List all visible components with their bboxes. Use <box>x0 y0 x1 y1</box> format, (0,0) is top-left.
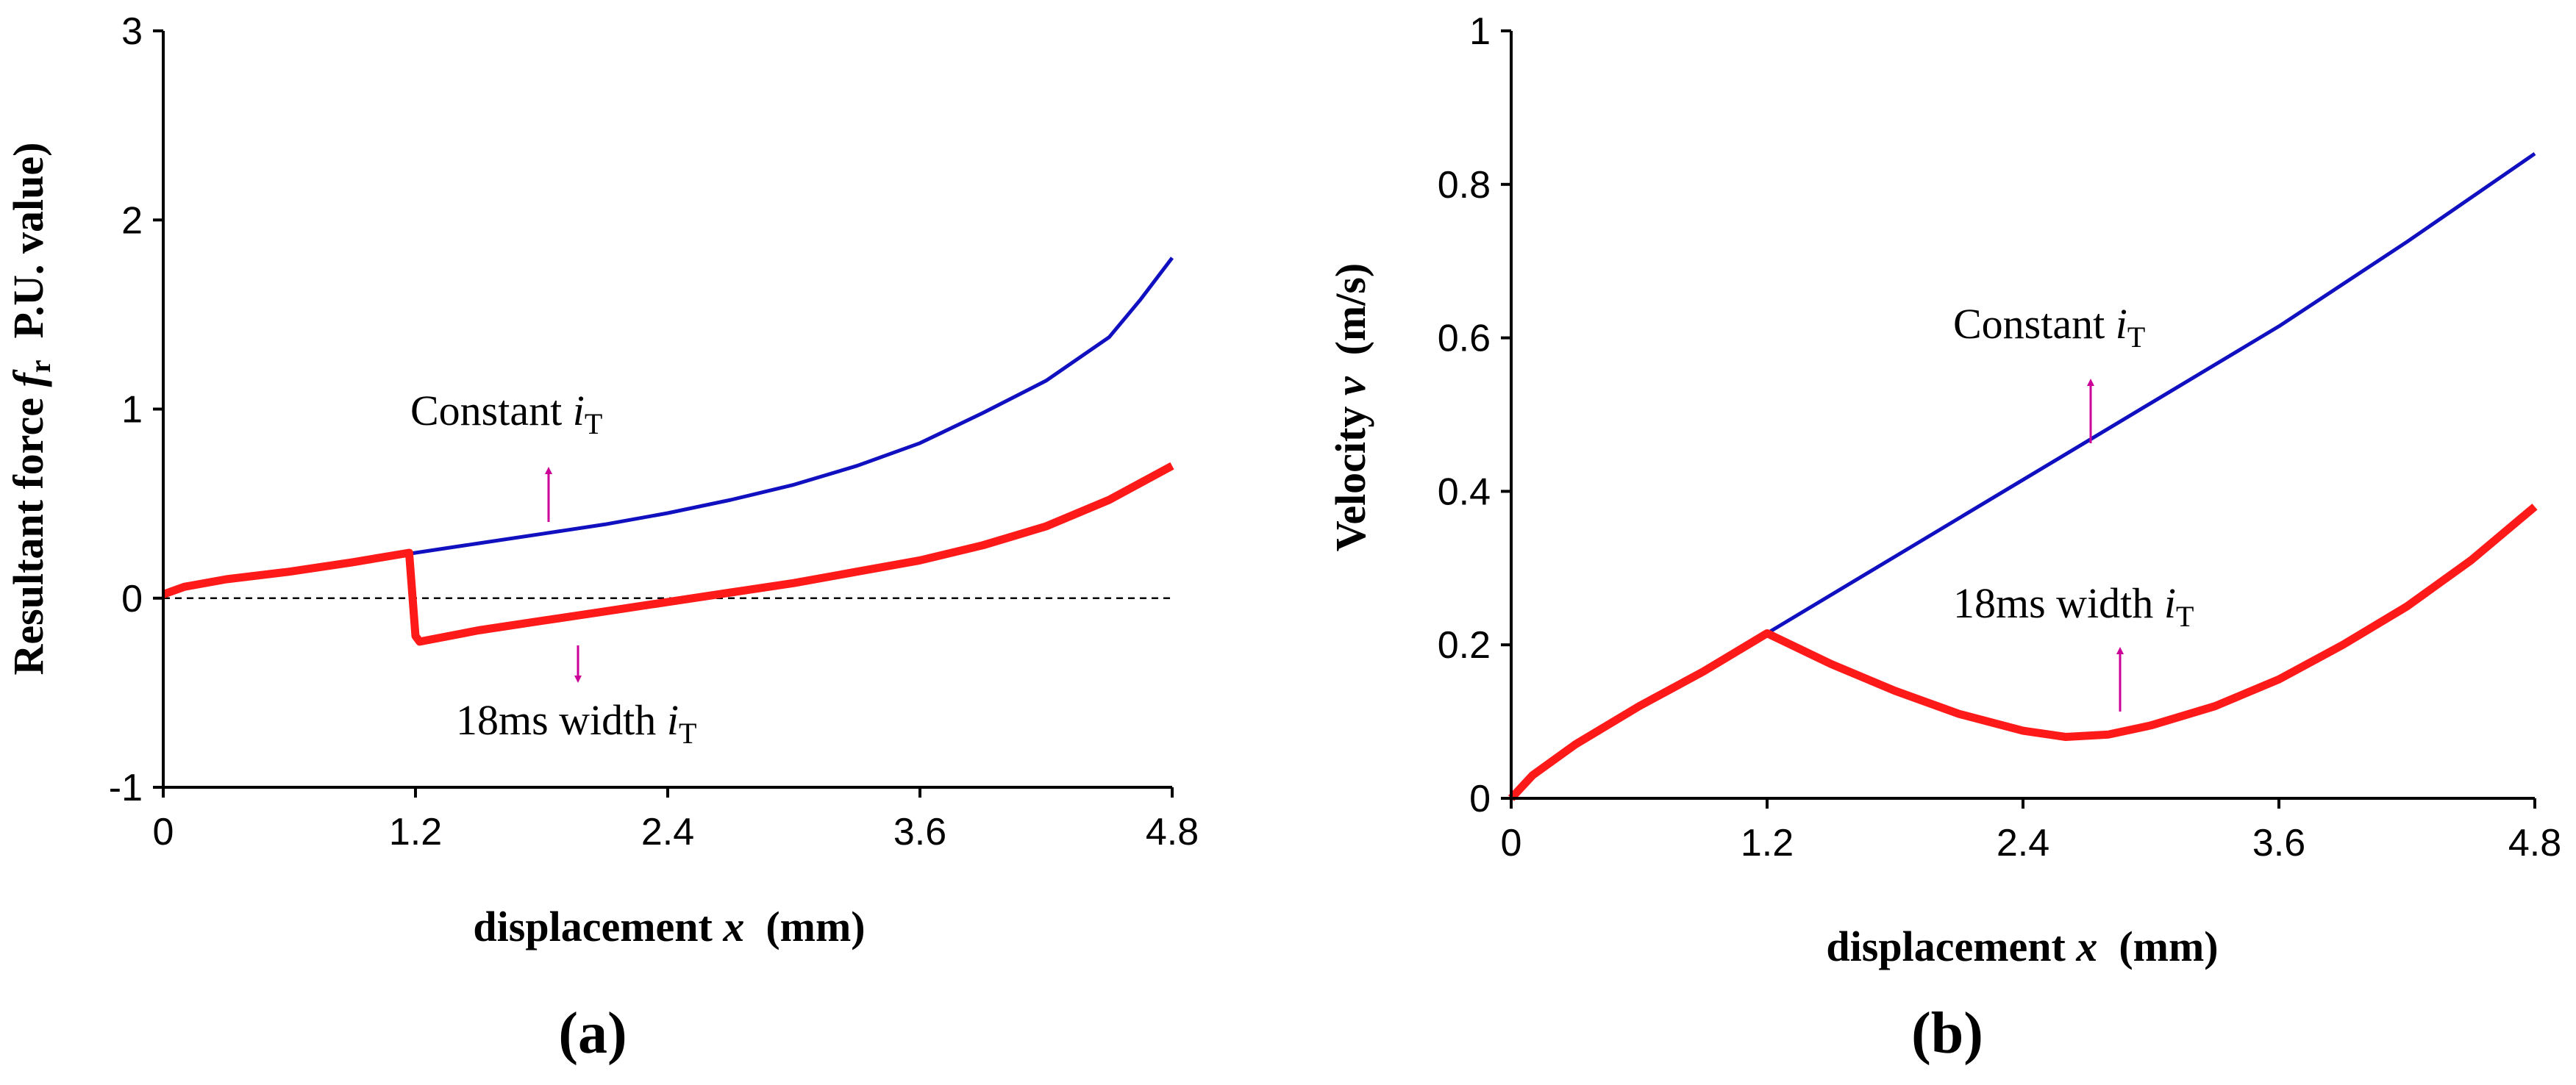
chart-a-x-tick-label: 3.6 <box>893 811 946 853</box>
chart-b-annotation-constant: Constant iT <box>1953 300 2145 354</box>
chart-a-y-tick-label: 3 <box>121 10 143 53</box>
chart-a-x-tick-label: 1.2 <box>389 811 442 853</box>
chart-a-annotation-18ms: 18ms width iT <box>456 696 696 750</box>
chart-a-x-tick-label: 2.4 <box>641 811 694 853</box>
chart-a-series-constant <box>163 257 1174 596</box>
chart-a-panel-label: (a) <box>558 1001 627 1066</box>
chart-b-x-tick-label: 1.2 <box>1741 822 1794 864</box>
chart-b-x-tick-label: 3.6 <box>2252 822 2305 864</box>
chart-a-y-tick-label: 1 <box>121 389 143 432</box>
chart-b-y-tick-label: 1 <box>1469 10 1491 53</box>
chart-b-x-tick-label: 4.8 <box>2508 822 2561 864</box>
chart-a-x-label: displacement x (mm) <box>473 903 865 950</box>
chart-b-x-label: displacement x (mm) <box>1826 923 2218 970</box>
chart-a-y-tick-label: 2 <box>121 199 143 242</box>
chart-b-series-constant <box>1510 151 2536 800</box>
chart-a-y-tick-label: 0 <box>121 578 143 620</box>
chart-b-y-label: Velocity v (m/s) <box>1327 263 1374 551</box>
chart-b: 0 1.2 2.4 3.6 4.800.20.40.60.81 Constant iT … <box>1327 10 2561 1066</box>
chart-b-y-tick-label: 0.8 <box>1438 164 1491 207</box>
chart-a-series-18ms <box>162 462 1174 646</box>
chart-a-x-tick-label: 4.8 <box>1146 811 1199 853</box>
chart-b-x-tick-label: 0 <box>1501 822 1522 864</box>
chart-a-annotation-constant: Constant iT <box>410 387 602 440</box>
chart-b-y-tick-label: 0 <box>1469 778 1491 820</box>
chart-b-y-tick-label: 0.4 <box>1438 470 1491 513</box>
chart-b-x-tick-label: 2.4 <box>1997 822 2049 864</box>
chart-b-y-tick-label: 0.6 <box>1438 318 1491 360</box>
chart-b-y-tick-label: 0.2 <box>1438 624 1491 667</box>
chart-a-y-label: Resultant force fr P.U. value) <box>4 143 57 676</box>
chart-a-y-tick-label: -1 <box>109 767 143 809</box>
chart-b-annotation-18ms: 18ms width iT <box>1953 579 2194 633</box>
chart-b-series-18ms <box>1508 504 2538 801</box>
chart-a-x-tick-label: 0 <box>153 811 174 853</box>
chart-b-panel-label: (b) <box>1911 1001 1983 1066</box>
